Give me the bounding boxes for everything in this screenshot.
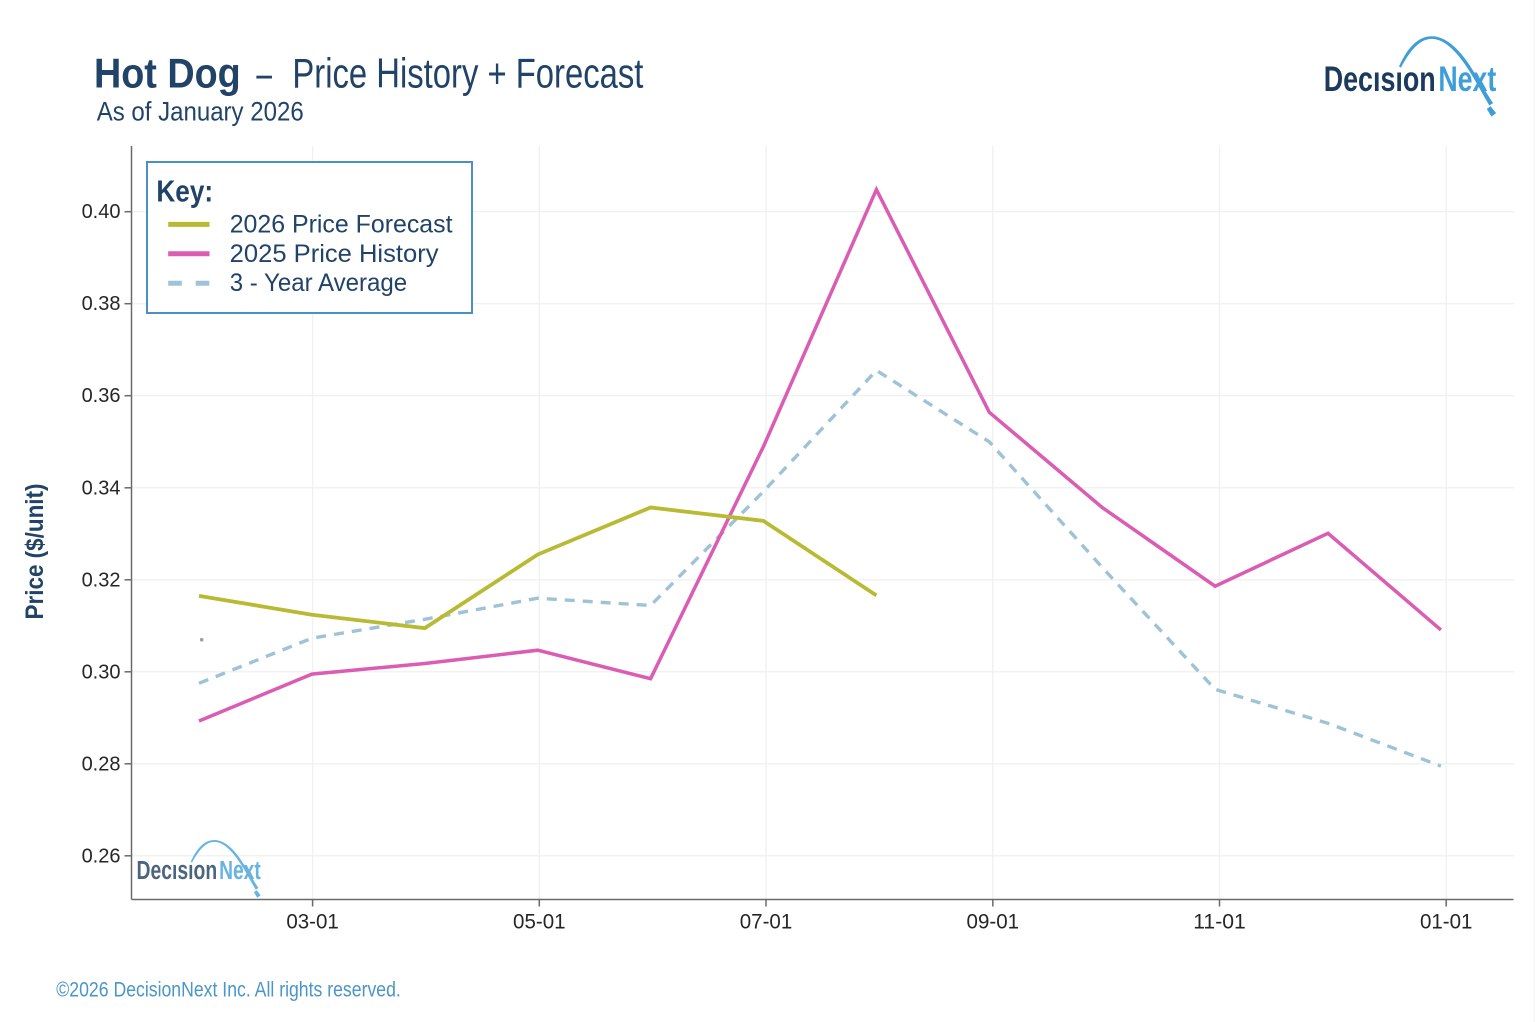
svg-text:Decısıon: Decısıon [1324,59,1436,99]
svg-text:3 - Year Average: 3 - Year Average [230,269,408,297]
svg-text:0.38: 0.38 [82,293,121,315]
svg-text:Hot Dog: Hot Dog [94,50,241,97]
svg-text:Price ($/unit): Price ($/unit) [21,484,49,620]
svg-text:As of January 2026: As of January 2026 [97,96,304,126]
svg-text:09-01: 09-01 [967,909,1020,933]
svg-text:Key:: Key: [156,173,213,208]
svg-text:0.36: 0.36 [82,385,121,407]
svg-text:03-01: 03-01 [286,909,339,933]
svg-text:0.34: 0.34 [82,477,121,499]
svg-text:05-01: 05-01 [513,909,566,933]
svg-text:Price History + Forecast: Price History + Forecast [292,50,643,97]
svg-text:2025 Price History: 2025 Price History [230,240,439,268]
svg-text:–: – [256,50,272,97]
svg-text:11-01: 11-01 [1193,909,1246,933]
svg-text:0.30: 0.30 [82,661,121,683]
svg-text:0.32: 0.32 [82,569,121,591]
svg-text:0.28: 0.28 [82,753,121,775]
svg-text:01-01: 01-01 [1420,909,1473,933]
svg-text:2026 Price Forecast: 2026 Price Forecast [230,210,453,238]
svg-text:©2026 DecisionNext Inc. All ri: ©2026 DecisionNext Inc. All rights reser… [56,979,401,1002]
svg-text:Decısıon: Decısıon [137,857,218,885]
svg-text:07-01: 07-01 [740,909,793,933]
svg-text:0.40: 0.40 [82,201,121,223]
svg-text:0.26: 0.26 [82,845,121,867]
